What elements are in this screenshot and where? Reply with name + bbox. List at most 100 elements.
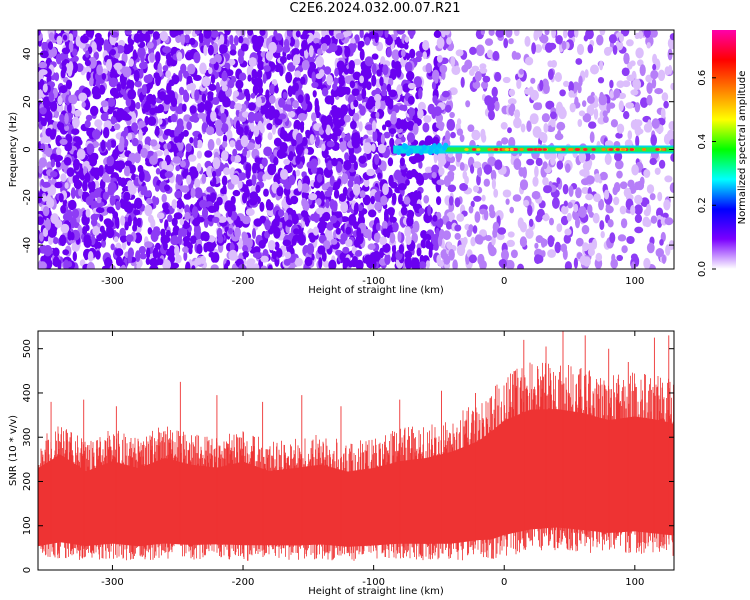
spectrogram-cell	[436, 37, 445, 49]
spectrogram-cell	[507, 231, 515, 238]
spectrogram-cell	[263, 65, 271, 72]
spectrogram-cell	[193, 74, 202, 81]
signal-band-peak	[464, 148, 469, 151]
spectrogram-cell	[450, 56, 456, 67]
spectrogram-cell	[209, 57, 217, 65]
spectrogram-cell	[233, 35, 239, 46]
spectrogram-cell	[589, 131, 595, 143]
spectrogram-cell	[326, 140, 335, 148]
spectrogram-cell	[210, 192, 217, 202]
spectrogram-cell	[250, 122, 255, 132]
spectrogram-cell	[192, 218, 201, 227]
spectrogram-cell	[42, 206, 50, 217]
spectrogram-cell	[616, 254, 623, 262]
spectrogram-cell	[68, 61, 74, 73]
spectrogram-cell	[542, 214, 550, 222]
spectrogram-cell	[330, 109, 339, 116]
spectrogram-cell	[251, 34, 260, 45]
spectrogram-cell	[283, 258, 291, 266]
spectrogram-cell	[505, 198, 510, 205]
spectrogram-cell	[661, 254, 667, 264]
spectrogram-cell	[78, 92, 88, 102]
colorbar-tick-label: 0.4	[697, 134, 708, 150]
spectrogram-cell	[359, 48, 365, 61]
spectrogram-cell	[438, 260, 445, 267]
spectrogram-cell	[618, 92, 627, 100]
spectrogram-cell	[261, 157, 268, 167]
spectrogram-cell	[572, 81, 580, 91]
spectrogram-cell	[447, 184, 457, 193]
spectrogram-cell	[212, 216, 220, 224]
spectrogram-cell	[519, 68, 524, 75]
spectrogram-cell	[413, 152, 422, 163]
spectrogram-cell	[246, 260, 253, 269]
spectrogram-cell	[563, 234, 571, 244]
spectrogram-cell	[436, 196, 442, 206]
spectrogram-cell	[297, 113, 307, 121]
spectrogram-cell	[55, 155, 63, 162]
spectrogram-cell	[441, 90, 450, 98]
spectrogram-cell	[250, 92, 256, 99]
signal-band-peak	[555, 148, 560, 151]
signal-band-peak	[583, 148, 588, 151]
spectrogram-cell	[258, 239, 266, 249]
spectrogram-cell	[424, 135, 434, 146]
y-tick-label: -20	[22, 189, 33, 205]
spectrogram-cell	[472, 161, 482, 169]
spectrogram-cell	[423, 115, 432, 123]
spectrogram-cell	[361, 87, 367, 100]
spectrogram-cell	[283, 158, 291, 166]
spectrogram-cell	[617, 234, 627, 242]
spectrogram-cell	[514, 30, 520, 37]
signal-band-peak	[471, 148, 477, 151]
spectrogram-cell	[80, 35, 87, 43]
spectrogram-cell	[308, 45, 314, 58]
spectrogram-cell	[573, 257, 579, 269]
spectrogram-cell	[102, 191, 109, 201]
spectrogram-cell	[358, 155, 367, 164]
spectrogram-cell	[291, 139, 297, 147]
spectrogram-cell	[325, 124, 332, 136]
spectrogram-cell	[418, 207, 425, 215]
spectrogram-cell	[222, 141, 228, 148]
spectrogram-cell	[248, 102, 256, 111]
spectrogram-cell	[667, 37, 674, 50]
spectrogram-cell	[661, 92, 669, 102]
spectrogram-cell	[205, 126, 215, 136]
spectrogram-cell	[164, 171, 174, 179]
spectrogram-cell	[418, 261, 427, 269]
spectrogram-cell	[445, 221, 453, 230]
spectrogram-cell	[347, 67, 355, 75]
spectrogram-cell	[531, 42, 536, 55]
signal-band-peak	[542, 148, 548, 151]
spectrogram-cell	[175, 254, 182, 264]
spectrogram-cell	[246, 142, 255, 151]
spectrogram-cell	[56, 35, 63, 45]
spectrogram-cell	[389, 137, 395, 148]
spectrogram-cell	[301, 190, 310, 201]
spectrogram-cell	[513, 117, 522, 129]
spectrogram-cell	[374, 191, 380, 202]
spectrogram-cell	[88, 56, 97, 69]
spectrogram-cell	[633, 119, 643, 127]
signal-band-peak	[509, 148, 515, 151]
spectrogram-cell	[373, 232, 381, 244]
spectrogram-cell	[189, 37, 196, 46]
spectrogram-cell	[473, 195, 482, 202]
spectrogram-cell	[598, 198, 605, 211]
spectrogram-cell	[47, 41, 54, 50]
spectrogram-cell	[284, 251, 292, 259]
spectrogram-cell	[228, 249, 238, 261]
spectrogram-cell	[247, 111, 256, 123]
spectrogram-cell	[563, 80, 570, 87]
spectrogram-cell	[367, 243, 376, 250]
spectrogram-cell	[399, 104, 406, 111]
spectrogram-cell	[266, 123, 273, 130]
spectrogram-cell	[285, 219, 293, 227]
spectrogram-cell	[252, 228, 256, 239]
spectrogram-cell	[448, 164, 457, 172]
y-tick-label: 0	[22, 146, 33, 152]
spectrogram-cell	[52, 121, 59, 130]
spectrogram-cell	[182, 221, 191, 230]
spectrogram-cell	[404, 226, 412, 238]
